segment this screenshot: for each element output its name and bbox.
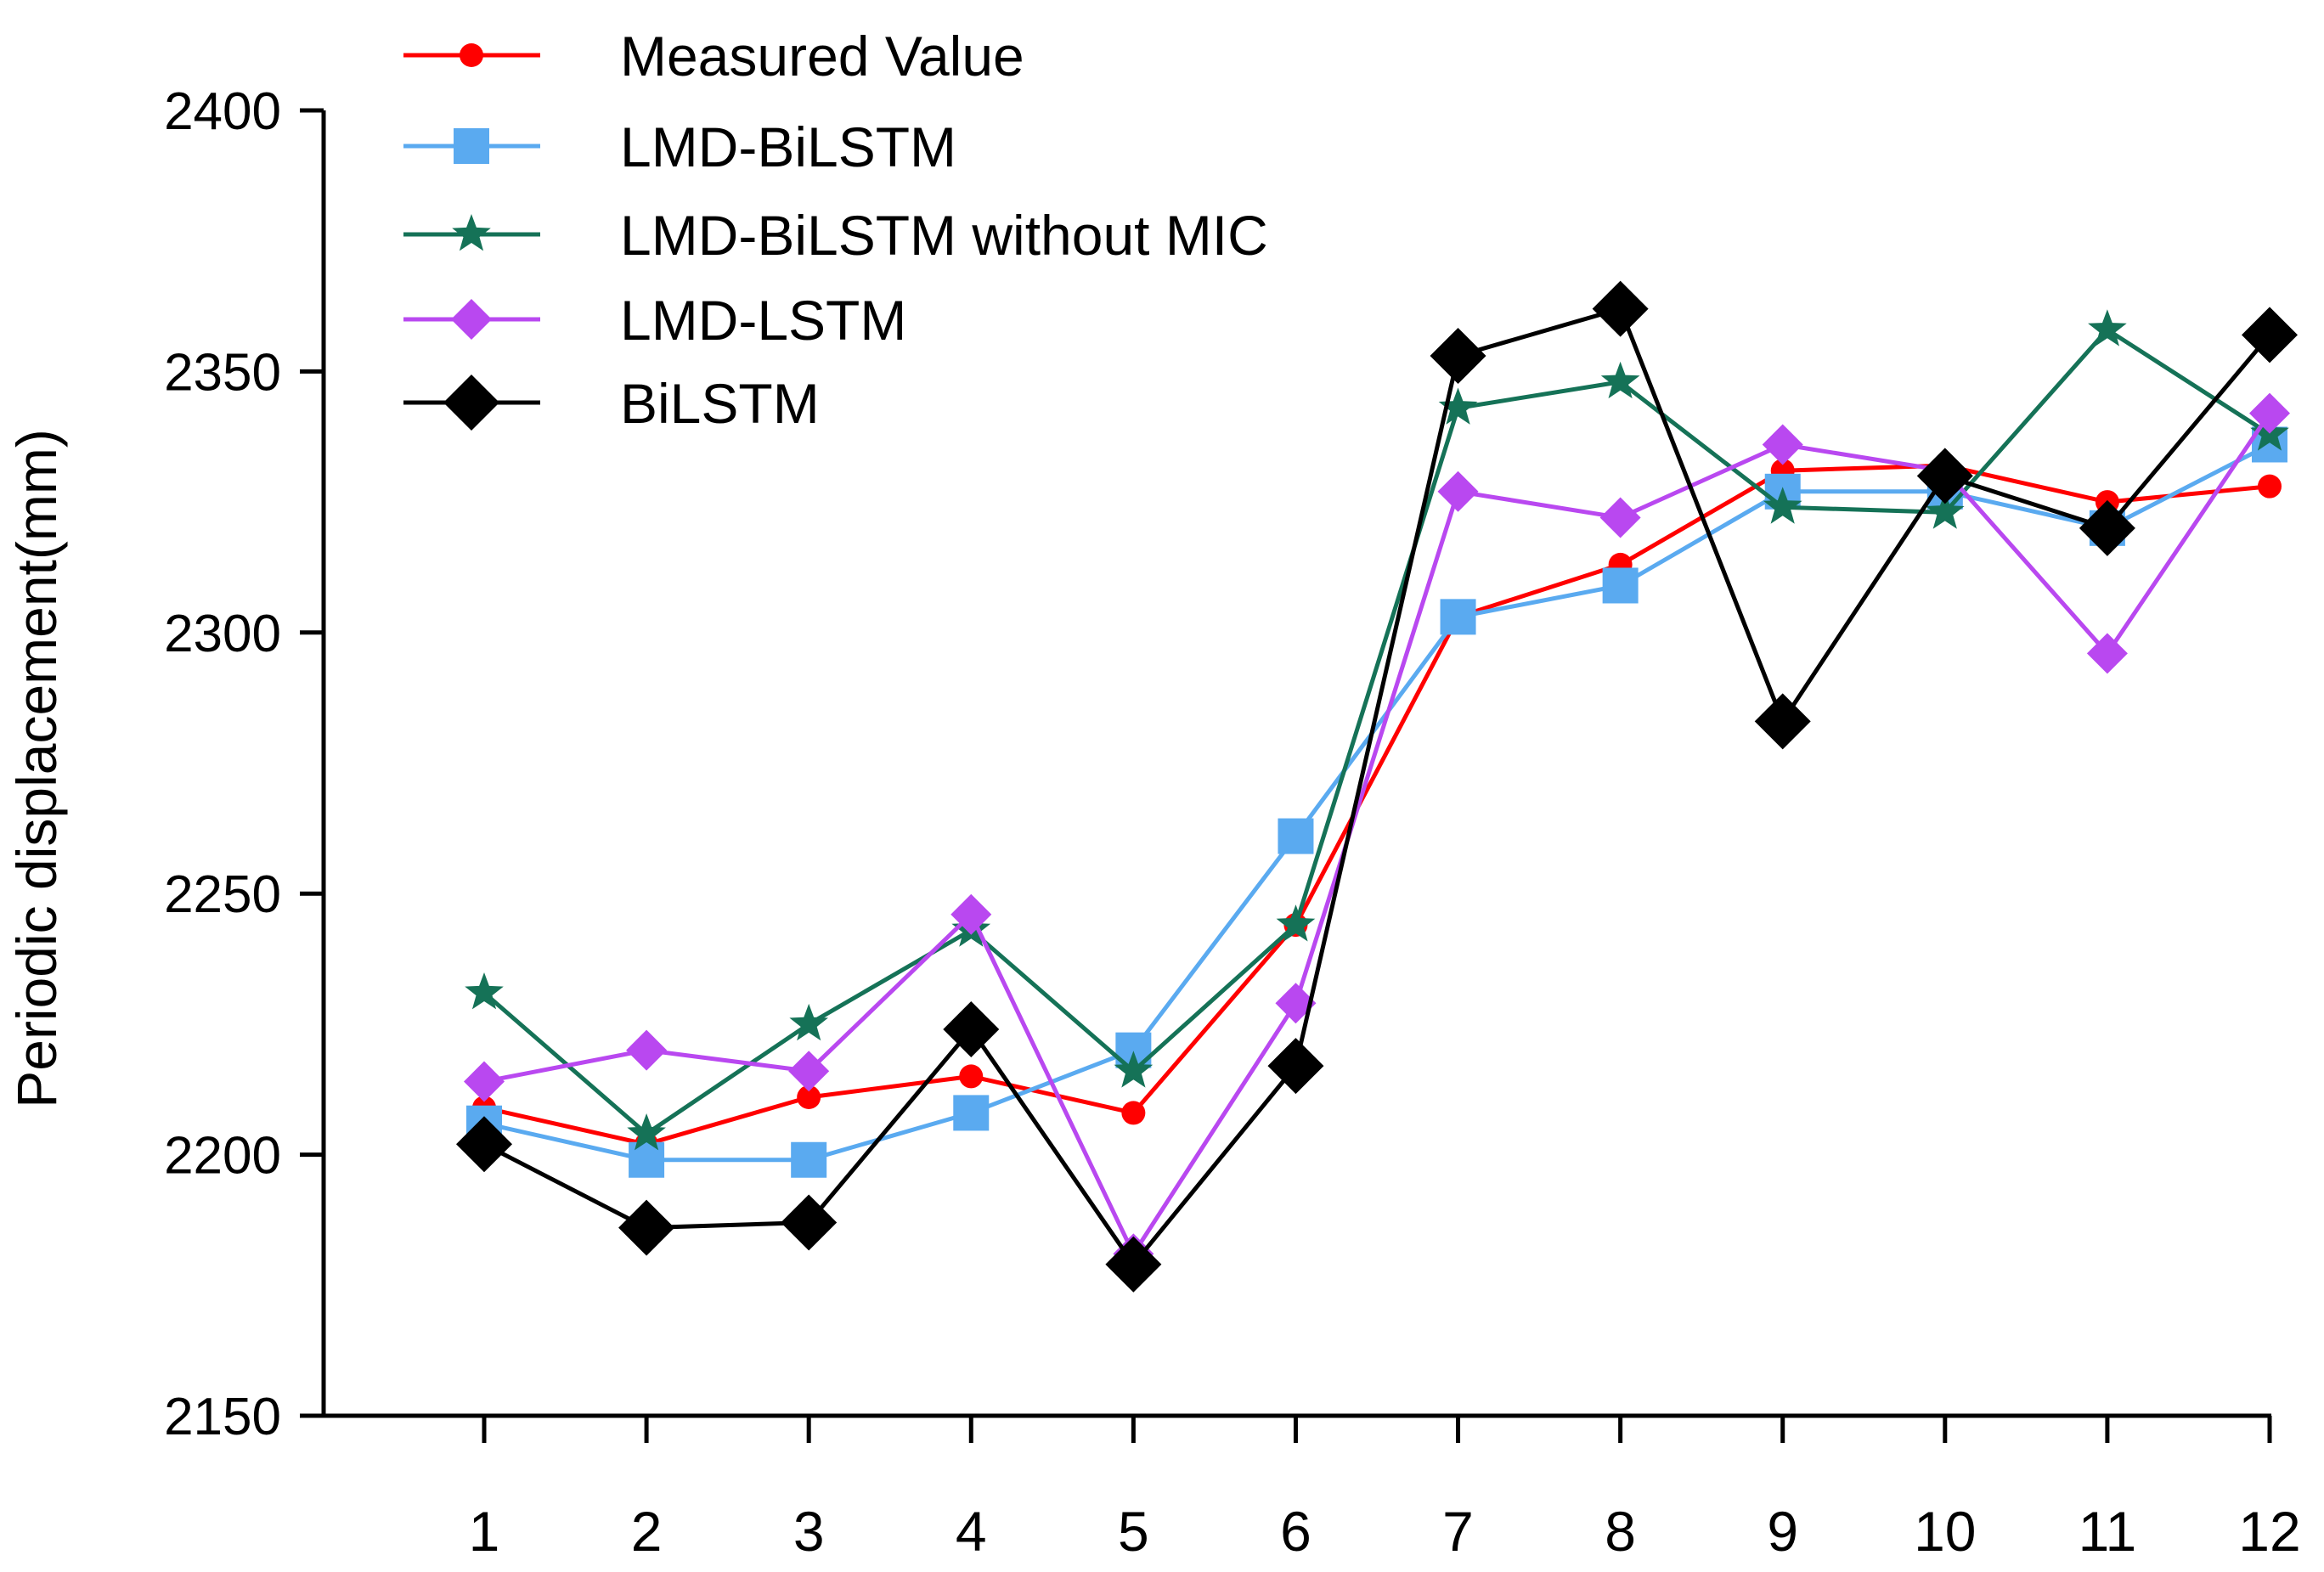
x-tick-label: 6	[1280, 1500, 1311, 1563]
data-point	[1430, 327, 1486, 384]
legend-label: LMD-BiLSTM	[620, 116, 956, 178]
series-line	[482, 307, 2271, 1267]
series-lmd-lstm	[464, 392, 2290, 1275]
data-point	[953, 1095, 990, 1131]
x-tick-label: 10	[1914, 1500, 1976, 1563]
series-line	[483, 412, 2272, 1256]
data-point	[943, 1001, 1000, 1058]
axes	[321, 110, 2271, 1418]
y-tick-label: 2250	[164, 865, 281, 924]
data-point	[1267, 1038, 1324, 1095]
legend-marker	[460, 43, 483, 67]
data-point	[791, 1141, 827, 1178]
legend-item: LMD-LSTM	[403, 289, 906, 352]
series-line	[483, 442, 2271, 1163]
legend: Measured Value LMD-BiLSTM LMD-BiLSTM witho…	[403, 25, 1268, 435]
data-point	[1762, 424, 1803, 465]
data-point	[456, 1116, 512, 1173]
series-line	[482, 327, 2271, 1136]
x-tick-label: 2	[631, 1500, 663, 1563]
x-tick-label: 11	[2079, 1500, 2137, 1563]
legend-label: BiLSTM	[620, 372, 820, 435]
x-tick-label: 3	[793, 1500, 825, 1563]
data-point	[2086, 633, 2128, 674]
data-point	[1592, 280, 1649, 337]
y-tick-label: 2300	[164, 605, 281, 663]
legend-item: BiLSTM	[403, 372, 820, 435]
data-point	[788, 1051, 830, 1092]
data-point	[1438, 387, 1478, 425]
data-point	[2242, 307, 2298, 363]
legend-marker	[454, 128, 489, 164]
data-point	[950, 893, 992, 935]
x-tick-label: 4	[956, 1500, 987, 1563]
data-point	[1437, 470, 1479, 512]
x-tick-label: 1	[469, 1500, 500, 1563]
x-tick-label: 9	[1767, 1500, 1798, 1563]
x-tick-label: 8	[1605, 1500, 1636, 1563]
legend-marker	[443, 375, 499, 431]
x-tick-label: 12	[2238, 1500, 2300, 1563]
y-axis-label: Periodic displacement(mm)	[5, 429, 68, 1108]
data-point	[2249, 392, 2290, 434]
data-point	[1121, 1101, 1146, 1125]
data-point	[1276, 904, 1316, 942]
data-point	[781, 1194, 838, 1251]
y-tick-label: 2200	[164, 1127, 281, 1186]
data-point	[1599, 497, 1641, 538]
series-line	[483, 463, 2270, 1147]
data-point	[797, 1085, 821, 1109]
x-axis-ticks: 1 2 3 4 5 6 7 8 9 10 11 12	[469, 1416, 2301, 1563]
y-tick-label: 2150	[164, 1388, 281, 1446]
data-point	[465, 972, 504, 1010]
legend-label: Measured Value	[620, 25, 1024, 87]
y-tick-label: 2400	[164, 82, 281, 141]
data-point	[1926, 492, 1965, 529]
series-bilstm	[456, 280, 2298, 1293]
data-point	[1114, 1051, 1154, 1088]
legend-item: LMD-BiLSTM	[403, 116, 956, 178]
data-point	[1602, 567, 1639, 604]
data-point	[1105, 1236, 1162, 1293]
legend-item: LMD-BiLSTM without MIC	[403, 204, 1268, 267]
data-point	[1278, 818, 1314, 854]
data-point	[959, 1064, 984, 1089]
legend-label: LMD-BiLSTM without MIC	[620, 204, 1268, 267]
data-point	[2079, 499, 2135, 556]
data-point	[2088, 309, 2127, 347]
data-point	[618, 1199, 675, 1256]
data-point	[789, 1003, 828, 1041]
series-layer	[456, 280, 2298, 1293]
legend-item: Measured Value	[403, 25, 1024, 87]
data-point	[626, 1029, 668, 1071]
x-tick-label: 5	[1118, 1500, 1149, 1563]
x-tick-label: 7	[1442, 1500, 1474, 1563]
y-tick-label: 2350	[164, 343, 281, 402]
data-point	[1916, 448, 1973, 504]
data-point	[464, 1061, 505, 1102]
y-axis-ticks: 2150 2200 2250 2300 2350 2400	[164, 82, 324, 1446]
series-measured-value	[472, 454, 2282, 1157]
legend-marker	[451, 299, 492, 340]
data-point	[1763, 487, 1802, 524]
legend-marker	[452, 214, 491, 251]
data-point	[629, 1141, 665, 1178]
data-point	[1600, 361, 1640, 399]
data-point	[1754, 693, 1811, 750]
legend-label: LMD-LSTM	[620, 289, 906, 352]
data-point	[1440, 599, 1476, 635]
data-point	[2258, 474, 2282, 499]
data-point	[627, 1113, 666, 1151]
series-lmd-bilstm	[466, 426, 2287, 1178]
